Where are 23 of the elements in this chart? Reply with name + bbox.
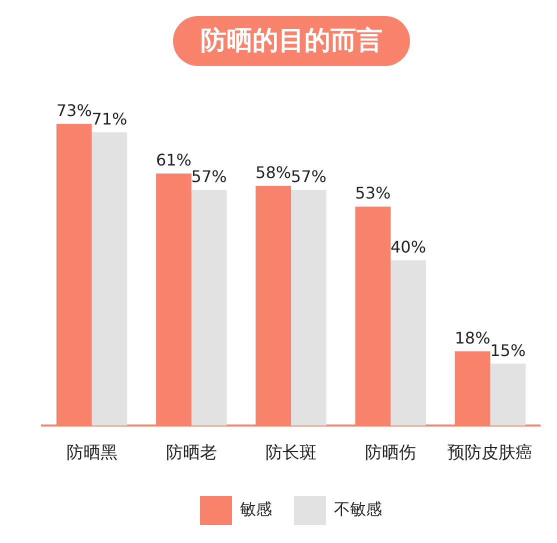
bar [92, 132, 128, 426]
bar [291, 190, 326, 426]
x-tick-label: 预防皮肤癌 [448, 443, 533, 464]
data-label: 18% [454, 328, 490, 348]
x-tick-label: 防晒伤 [365, 443, 416, 464]
x-tick-label: 防晒老 [166, 443, 217, 464]
data-label: 58% [256, 163, 292, 182]
data-label: 57% [290, 167, 326, 186]
data-label: 61% [156, 150, 192, 170]
data-label: 40% [390, 237, 426, 256]
x-tick-label: 防晒黑 [66, 443, 118, 464]
legend-label: 不敏感 [334, 500, 382, 519]
bar [390, 260, 426, 426]
data-label: 57% [191, 167, 227, 186]
bar [490, 364, 526, 426]
data-label: 15% [490, 340, 526, 360]
bar [191, 190, 227, 426]
legend-label: 敏感 [240, 500, 272, 519]
x-tick-label: 防长斑 [266, 443, 316, 464]
data-label: 71% [92, 109, 128, 128]
data-label: 53% [355, 184, 391, 203]
data-label: 73% [56, 101, 92, 120]
chart-title: 防晒的目的而言 [173, 16, 410, 66]
